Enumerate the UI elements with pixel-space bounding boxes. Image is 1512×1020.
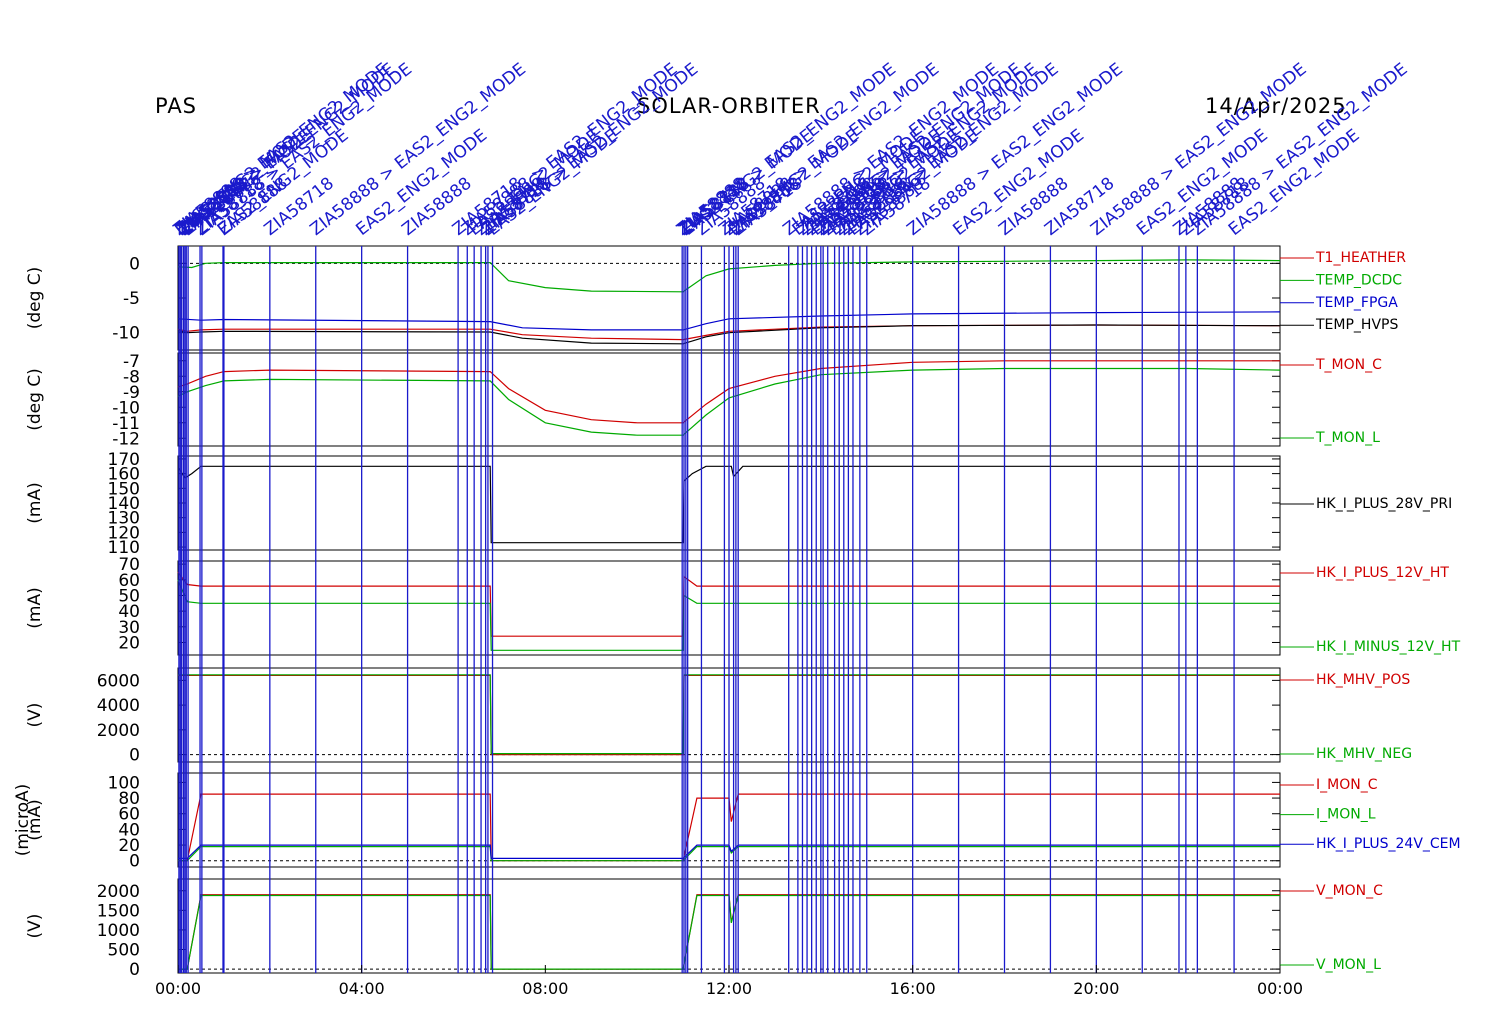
y-tick-label: 70: [118, 555, 140, 575]
legend-label: V_MON_C: [1316, 883, 1383, 899]
legend-label: HK_MHV_NEG: [1316, 746, 1412, 762]
legend-label: HK_I_PLUS_24V_CEM: [1316, 836, 1461, 852]
y-tick-label: -10: [112, 324, 140, 344]
y-axis-label: (deg C): [25, 368, 45, 431]
legend-label: HK_MHV_POS: [1316, 672, 1410, 688]
instrument-label: PAS: [155, 94, 198, 118]
y-tick-label: -9: [123, 383, 140, 403]
y-tick-label: 20: [118, 633, 140, 653]
series-line: [177, 360, 1280, 424]
y-tick-label: 110: [108, 538, 140, 558]
y-tick-label: -10: [112, 398, 140, 418]
y-tick-label: -5: [123, 289, 140, 309]
y-tick-label: 0: [129, 852, 140, 872]
y-tick-label: 1000: [97, 921, 140, 941]
y-tick-label: -12: [112, 429, 140, 449]
y-tick-label: 4000: [97, 696, 140, 716]
y-tick-label: -7: [123, 352, 140, 372]
series-line: [178, 674, 1280, 755]
y-tick-label: 140: [108, 494, 140, 514]
legend-label: T_MON_C: [1315, 357, 1382, 373]
y-tick-label: 80: [118, 789, 140, 809]
y-axis-label: (V): [25, 914, 45, 939]
y-tick-label: 150: [108, 479, 140, 499]
y-tick-label: 0: [129, 254, 140, 274]
y-tick-label: 40: [118, 602, 140, 622]
x-tick-label: 12:00: [706, 979, 752, 998]
legend-label: TEMP_FPGA: [1315, 295, 1398, 311]
legend-label: TEMP_HVPS: [1315, 317, 1398, 333]
legend-label: T_MON_L: [1315, 430, 1380, 446]
legend-label: HK_I_PLUS_28V_PRI: [1316, 496, 1452, 512]
y-tick-label: 0: [129, 960, 140, 980]
series-line: [178, 674, 1280, 756]
legend-label: I_MON_C: [1316, 777, 1378, 793]
x-tick-label: 20:00: [1073, 979, 1119, 998]
y-tick-label: 30: [118, 618, 140, 638]
y-tick-label: -11: [112, 414, 140, 434]
y-tick-label: 50: [118, 586, 140, 606]
legend-label: T1_HEATHER: [1315, 250, 1406, 266]
mission-label: SOLAR-ORBITER: [637, 94, 821, 118]
legend-label: V_MON_L: [1316, 957, 1381, 973]
y-axis-label: (mA): [25, 482, 45, 523]
y-tick-label: 40: [118, 820, 140, 840]
y-tick-label: -8: [123, 367, 140, 387]
legend-label: TEMP_DCDC: [1315, 272, 1402, 288]
legend-label: HK_I_MINUS_12V_HT: [1316, 639, 1461, 655]
series-line: [177, 367, 1281, 436]
y-tick-label: 6000: [97, 671, 140, 691]
y-tick-label: 500: [108, 941, 140, 961]
legend-label: I_MON_L: [1316, 807, 1376, 823]
series-line: [177, 579, 1280, 651]
y-axis-label: (deg C): [25, 267, 45, 330]
x-tick-label: 08:00: [522, 979, 568, 998]
x-tick-label: 16:00: [890, 979, 936, 998]
y-tick-label: 2000: [97, 721, 140, 741]
y-tick-label: 1500: [97, 901, 140, 921]
y-axis-label: (mA): [25, 799, 45, 840]
y-tick-label: 20: [118, 836, 140, 856]
event-label: ZIA58888 > EAS2_ENG2_MODE: [1188, 59, 1411, 240]
x-tick-label: 00:00: [155, 979, 201, 998]
legend-label: HK_I_PLUS_12V_HT: [1316, 565, 1449, 581]
y-tick-label: 60: [118, 805, 140, 825]
y-axis-label: (V): [25, 703, 45, 728]
y-axis-label-2: (microA): [13, 784, 33, 857]
series-line: [177, 259, 1281, 293]
y-tick-label: 130: [108, 509, 140, 529]
y-tick-label: 0: [129, 746, 140, 766]
date-label: 14/Apr/2025: [1205, 94, 1347, 118]
y-tick-label: 2000: [97, 882, 140, 902]
y-tick-label: 60: [118, 571, 140, 591]
y-axis-label: (mA): [25, 587, 45, 628]
x-tick-label: 04:00: [339, 979, 385, 998]
y-tick-label: 170: [108, 450, 140, 470]
y-tick-label: 160: [108, 465, 140, 485]
series-line: [177, 324, 1281, 345]
y-tick-label: 100: [108, 773, 140, 793]
x-tick-label: 00:00: [1257, 979, 1303, 998]
y-tick-label: 120: [108, 523, 140, 543]
